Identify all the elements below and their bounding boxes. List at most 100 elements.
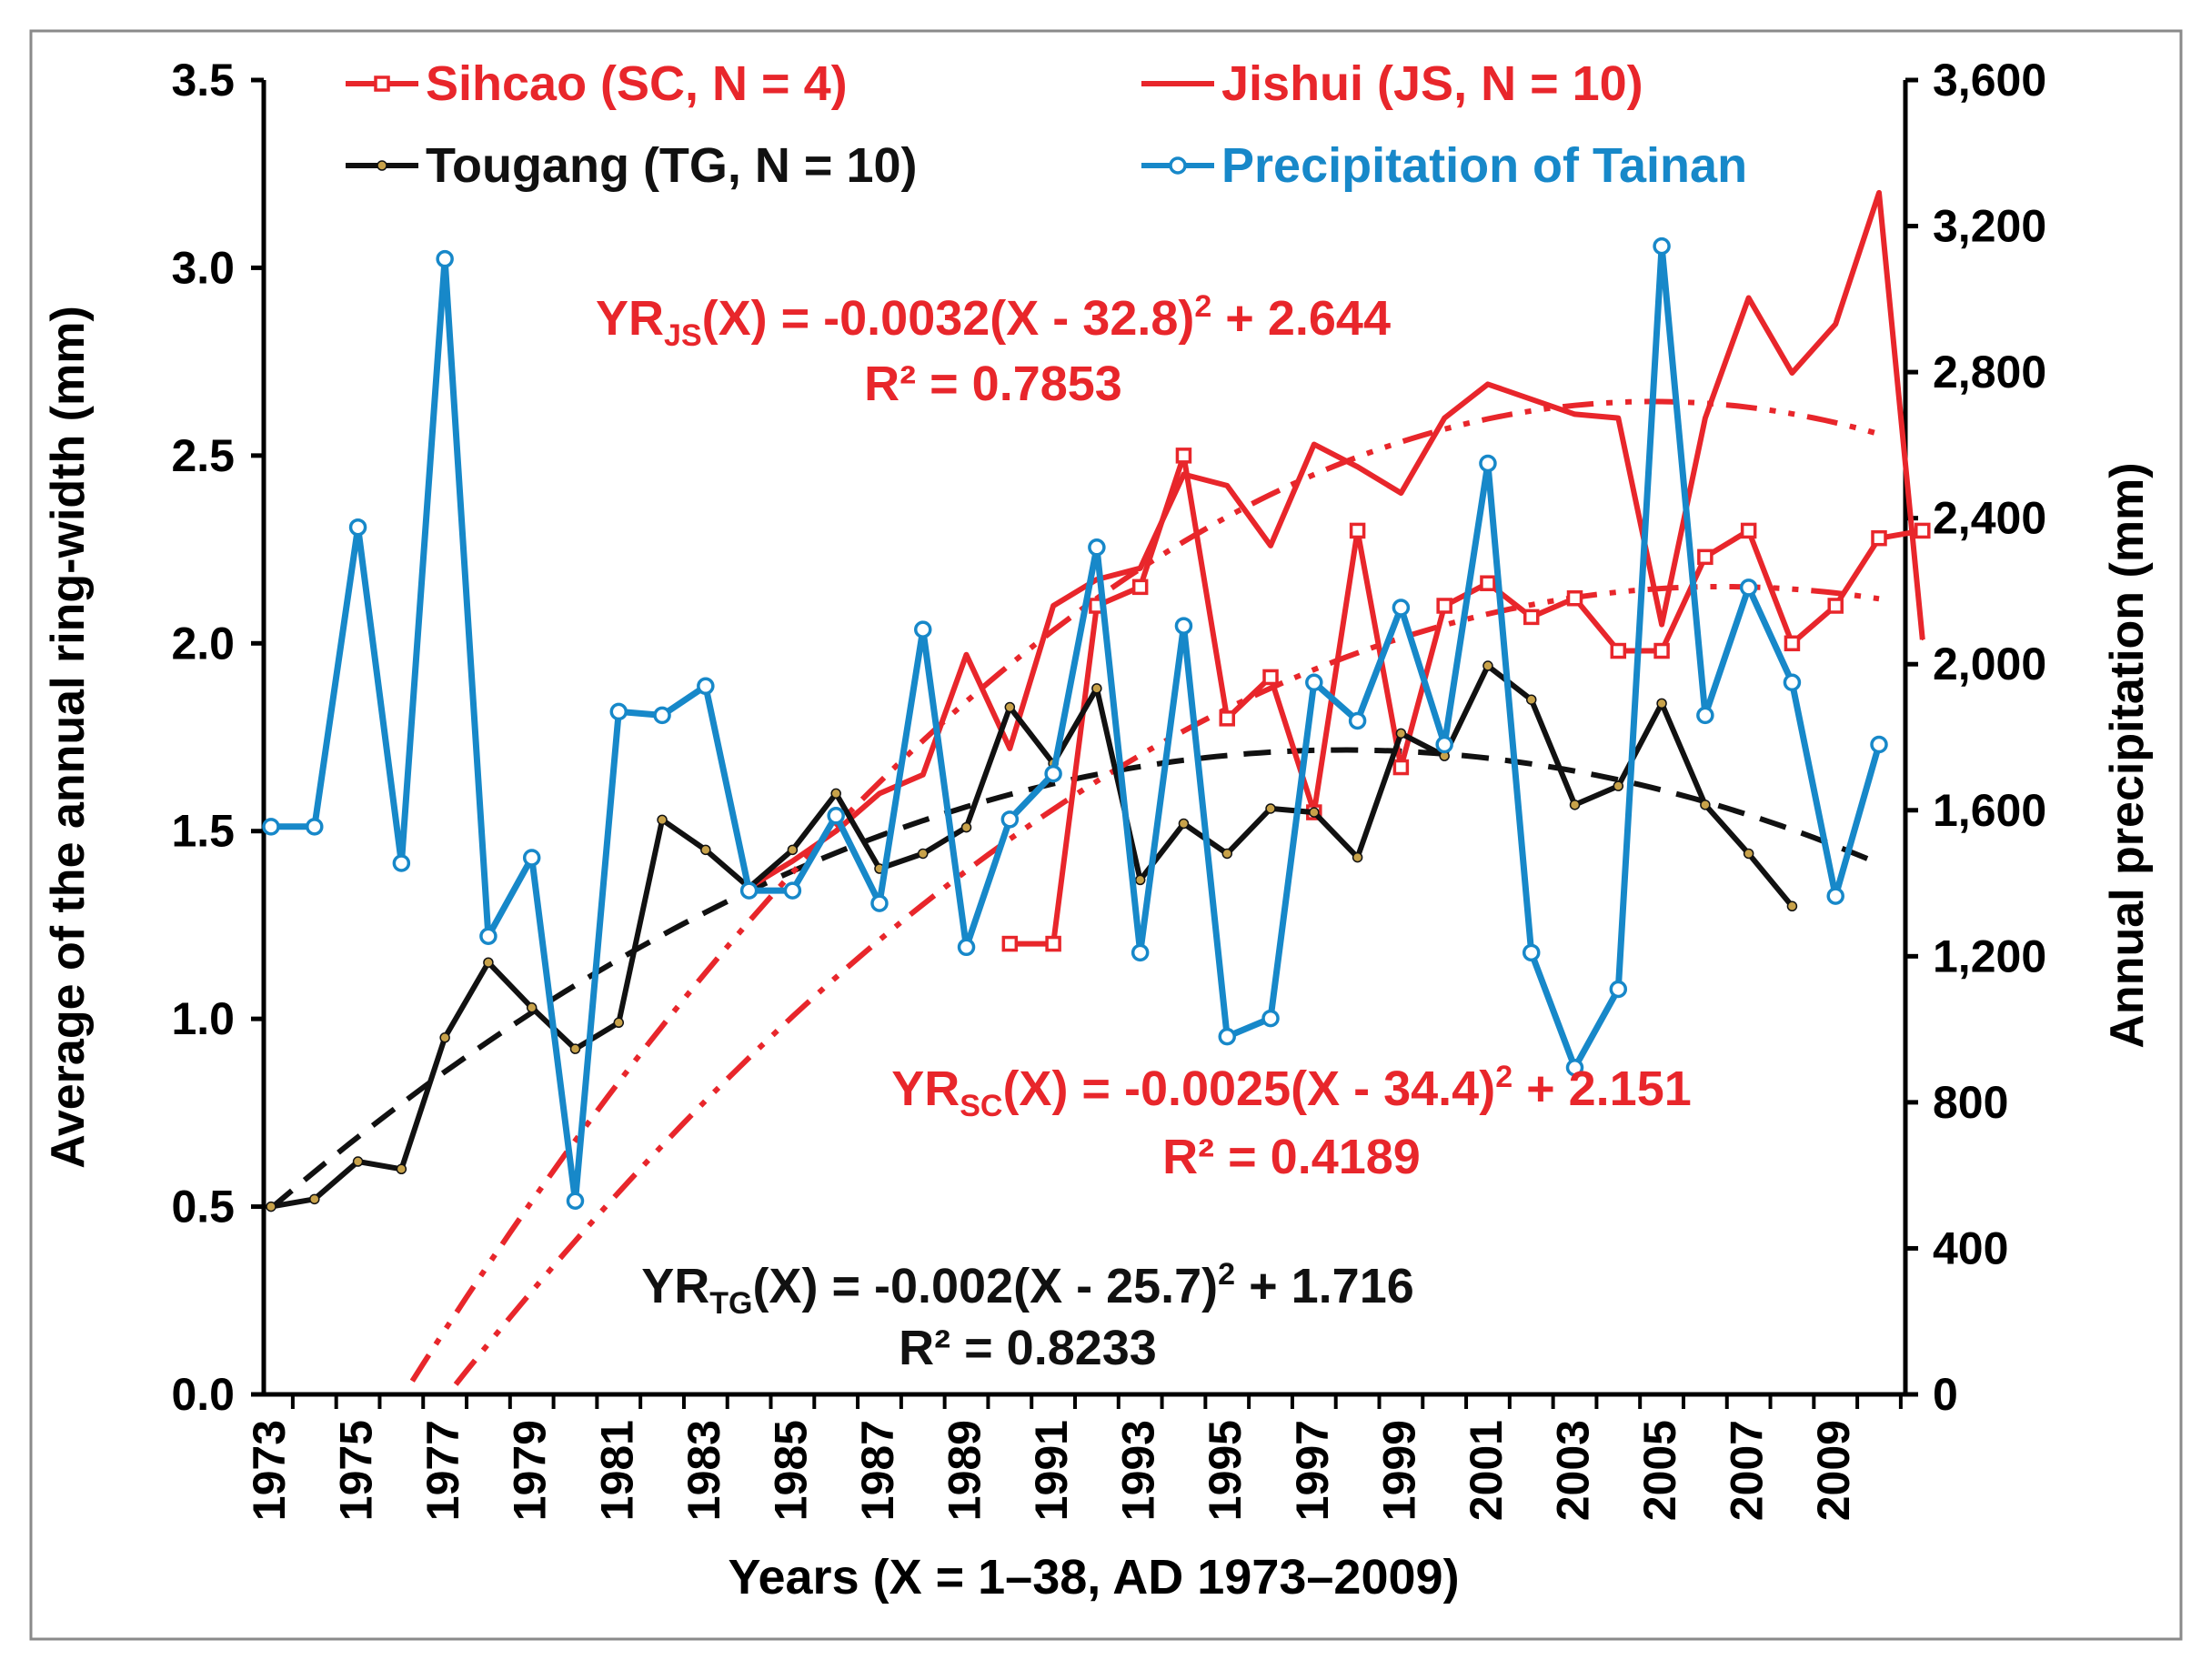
x-tick-label: 1975	[331, 1420, 382, 1521]
legend: Sihcao (SC, N = 4) Jishui (JS, N = 10) Tou…	[346, 56, 1747, 193]
js-data-point	[1573, 413, 1576, 416]
x-tick-label: 1981	[591, 1420, 642, 1521]
pr-data-point	[609, 702, 628, 721]
left-y-tick-label: 1.5	[171, 806, 235, 857]
js-data-point	[1661, 623, 1663, 626]
left-y-tick-label: 2.5	[171, 430, 235, 481]
pr-data-point	[1088, 538, 1106, 557]
pr-data-point	[1305, 673, 1323, 692]
sc-data-point	[1262, 669, 1279, 686]
equation-superscript: 2	[1194, 289, 1211, 324]
sc-legend-marker	[374, 75, 390, 92]
js-data-point	[791, 860, 794, 862]
axes-layer: 0.0 0.5 1.0 1.5 2.0 2.5 3.0 3.5 0 400 800 1,200 1,60…	[42, 55, 2154, 1605]
pr-data-point	[1174, 617, 1193, 635]
tg-data-point	[1395, 728, 1407, 739]
x-tick-label: 1995	[1200, 1420, 1251, 1521]
pr-data-point	[827, 807, 845, 825]
js-data-point	[1921, 639, 1924, 641]
sc-legend-label: Sihcao (SC, N = 4)	[426, 56, 848, 111]
js-data-point	[965, 653, 968, 656]
series-layer	[262, 189, 1931, 1212]
x-tick-label: 1983	[678, 1420, 729, 1521]
x-tick-label: 1993	[1113, 1420, 1164, 1521]
tg-data-point	[1613, 780, 1624, 791]
sc-data-point	[1740, 522, 1757, 539]
sc_fit-equation: YRSC(X) = -0.0025(X - 34.4)2 + 2.151	[891, 1060, 1692, 1123]
pr-data-point	[1479, 454, 1497, 473]
equation-tail: + 2.644	[1211, 291, 1391, 346]
tg-data-point	[1265, 803, 1276, 814]
x-axis-title: Years (X = 1–38, AD 1973–2009)	[728, 1550, 1459, 1605]
tg-data-point	[396, 1163, 407, 1175]
js-data-point	[1747, 297, 1750, 299]
x-tick-label: 2007	[1722, 1420, 1773, 1521]
tg-data-point	[569, 1043, 581, 1054]
left-y-tick-label: 1.0	[171, 993, 235, 1044]
equation-prefix: YR	[596, 291, 664, 346]
tg-data-point	[787, 844, 799, 856]
tg-data-point	[613, 1017, 625, 1029]
sc-data-point	[1523, 609, 1540, 626]
js-data-point	[1312, 443, 1315, 446]
left-y-tick-label: 2.0	[171, 618, 235, 669]
js-data-point	[835, 830, 838, 832]
pr-data-point	[436, 249, 454, 268]
pr-data-point	[1739, 578, 1758, 597]
js-data-point	[1791, 372, 1794, 375]
equation-tail: + 1.716	[1235, 1259, 1414, 1313]
pr-data-point	[1565, 1059, 1584, 1077]
pr-data-point	[1609, 980, 1628, 999]
pr-data-point	[1044, 764, 1062, 783]
equation-prefix: YR	[891, 1061, 960, 1116]
tg-data-point	[1352, 851, 1363, 863]
pr-data-point	[1870, 735, 1888, 754]
x-tick-label: 1987	[852, 1420, 903, 1521]
x-tick-label: 1985	[765, 1420, 816, 1521]
x-tick-label: 1989	[940, 1420, 990, 1521]
pr-data-point	[739, 881, 759, 900]
right-y-tick-label: 400	[1933, 1222, 2008, 1273]
js-legend-label: Jishui (JS, N = 10)	[1221, 56, 1643, 111]
tg-data-point	[1482, 660, 1493, 671]
sc-data-point	[1610, 642, 1627, 659]
js_fit-r-squared: R² = 0.7853	[864, 357, 1122, 411]
tg-data-point	[1656, 698, 1667, 709]
js-series-line	[748, 189, 1925, 890]
pr-legend-label: Precipitation of Tainan	[1221, 138, 1747, 193]
equation-superscript: 2	[1218, 1257, 1235, 1292]
x-tick-label: 2003	[1548, 1420, 1599, 1521]
right-y-axis-title: Annual precipitation (mm)	[2101, 462, 2154, 1048]
tg-data-point	[1309, 807, 1320, 818]
x-tick-label: 1979	[505, 1420, 556, 1521]
js-data-point	[1270, 544, 1272, 547]
sc-data-point	[1392, 759, 1410, 776]
tg_fit-equation: YRTG(X) = -0.002(X - 25.7)2 + 1.716	[641, 1257, 1414, 1321]
js-data-point	[1052, 605, 1055, 607]
equation-subscript: SC	[960, 1089, 1002, 1123]
pr-data-point	[957, 938, 976, 957]
tg-data-point	[1569, 800, 1581, 810]
x-tick-label: 1991	[1026, 1420, 1077, 1521]
tg-data-point	[830, 788, 841, 800]
tg-data-point	[483, 957, 494, 968]
equation-prefix: YR	[641, 1259, 709, 1313]
pr-data-point	[348, 518, 367, 537]
pr-data-point	[306, 818, 324, 836]
pr-data-point	[914, 620, 932, 639]
sc-data-point	[1871, 529, 1887, 547]
left-y-tick-label: 3.0	[171, 242, 235, 293]
sc-data-point	[1827, 598, 1844, 614]
left-y-tick-label: 0.0	[171, 1369, 235, 1420]
x-tick-label: 1999	[1373, 1420, 1424, 1521]
x-tick-label: 2001	[1461, 1420, 1512, 1521]
pr-data-point	[1653, 236, 1671, 256]
tg-legend-marker	[377, 160, 387, 171]
js-data-point	[1834, 323, 1837, 326]
right-y-tick-label: 800	[1933, 1077, 2008, 1128]
pr-data-point	[262, 818, 280, 836]
tg-data-point	[266, 1201, 276, 1212]
tg_fit-r-squared: R² = 0.8233	[899, 1321, 1157, 1375]
sc-data-point	[1219, 710, 1235, 727]
equation-body: (X) = -0.0025(X - 34.4)	[1002, 1061, 1495, 1116]
